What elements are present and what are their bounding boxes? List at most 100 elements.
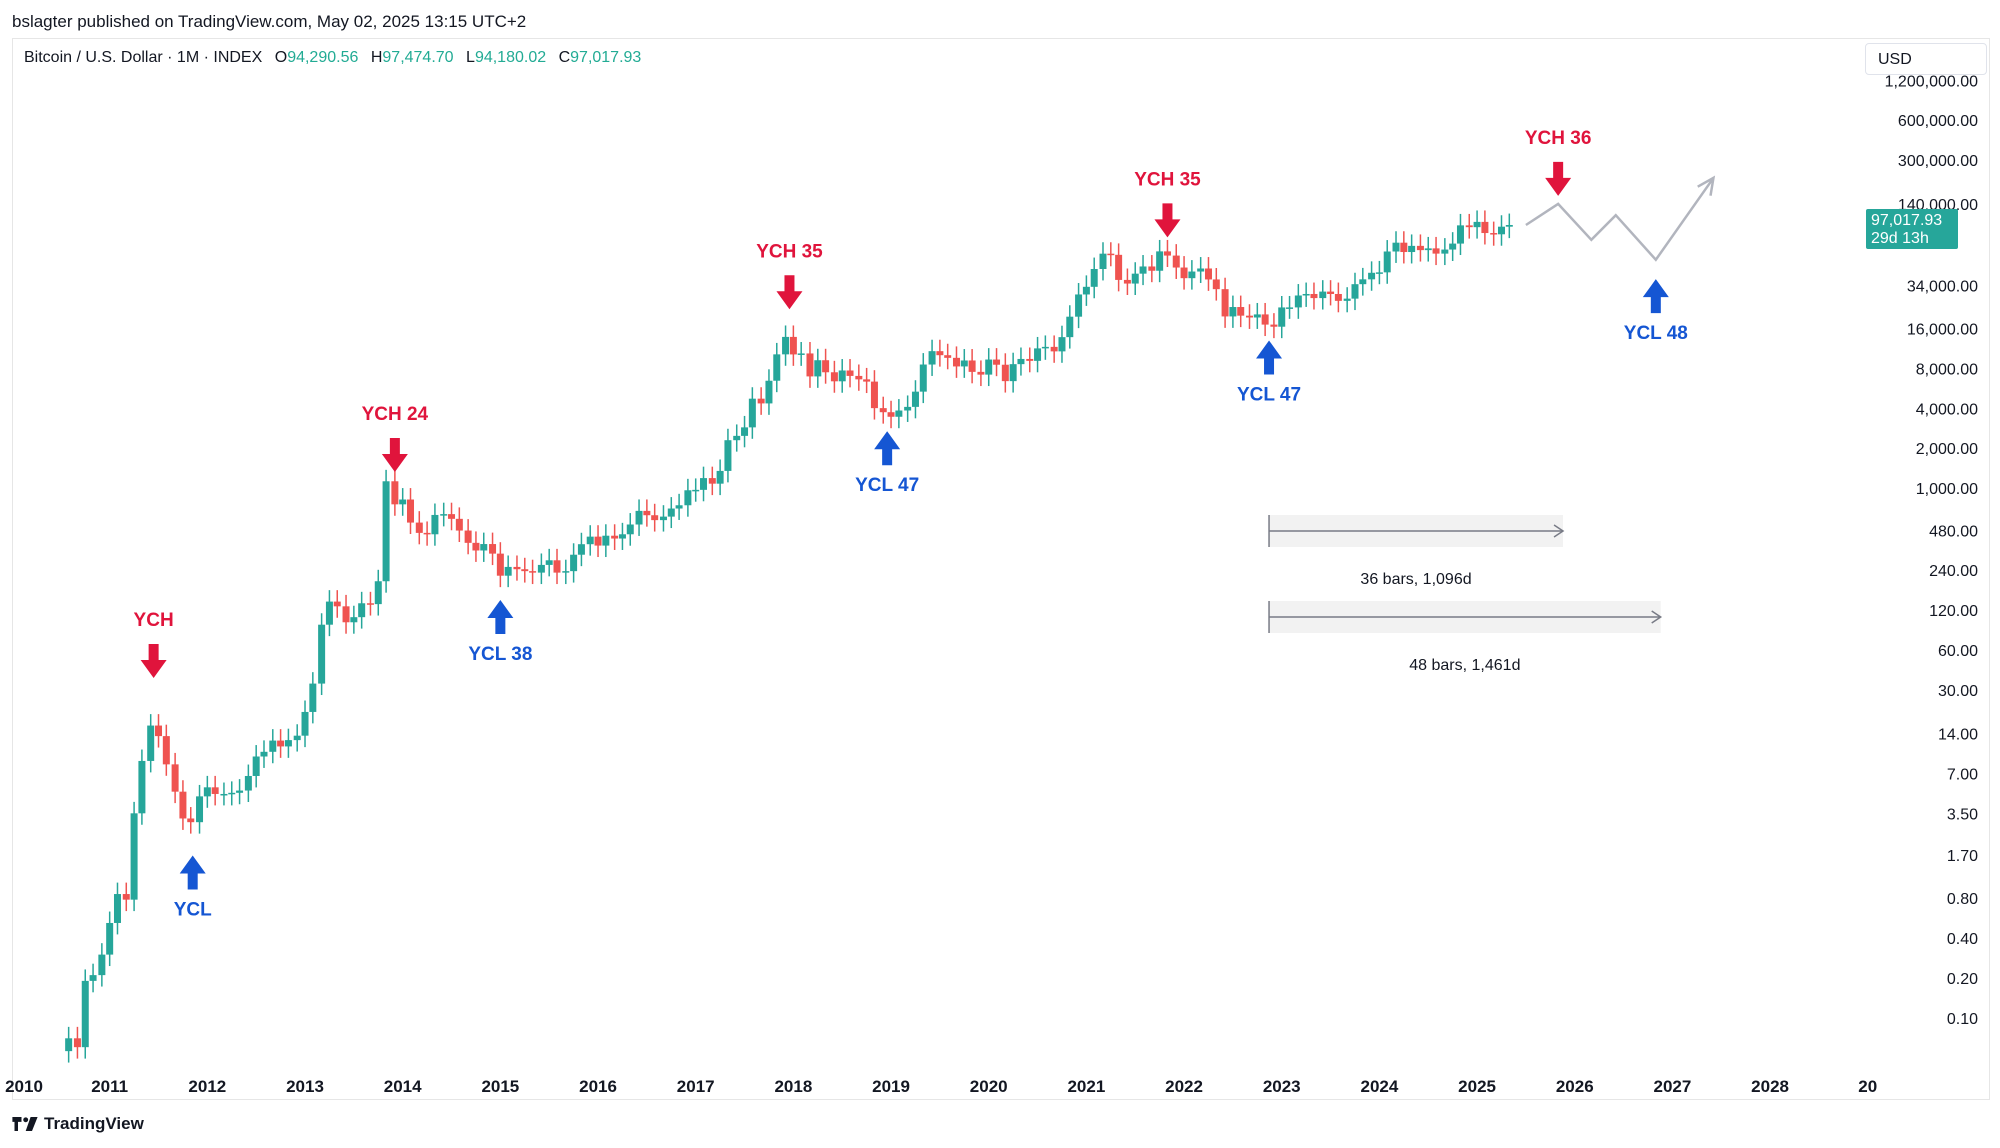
candle-body — [643, 510, 651, 516]
candle-body — [1505, 224, 1513, 227]
candle-body — [1253, 314, 1261, 318]
y-tick-label: 2,000.00 — [1916, 441, 1978, 458]
symbol-legend: Bitcoin / U.S. Dollar · 1M · INDEX O94,2… — [24, 49, 641, 67]
x-tick-label: 2010 — [5, 1077, 43, 1096]
candle-body — [1327, 291, 1335, 294]
candle-body — [1099, 253, 1107, 270]
candle-body — [748, 398, 756, 428]
candle-body — [773, 354, 781, 381]
candle-body — [1400, 242, 1408, 253]
candle-body — [952, 357, 960, 367]
candle-body — [464, 530, 472, 543]
y-tick-label: 1,000.00 — [1916, 481, 1978, 498]
cycle-top-label: YCH 35 — [1134, 169, 1201, 190]
candle-body — [1334, 293, 1342, 301]
x-tick-label: 2018 — [774, 1077, 812, 1096]
candle-body — [171, 764, 179, 792]
candle-body — [602, 535, 610, 546]
candle-body — [716, 470, 724, 484]
down-arrow-icon — [381, 438, 408, 473]
candle-body — [1204, 268, 1212, 280]
candle-body — [635, 510, 643, 525]
candle-body — [440, 514, 448, 516]
candle-body — [684, 490, 692, 506]
candle-body — [342, 606, 350, 623]
candle-body — [98, 954, 106, 976]
candle-body — [838, 370, 846, 382]
candle-body — [537, 564, 545, 573]
candle-body — [1294, 295, 1302, 308]
candle-body — [806, 353, 814, 377]
candle-body — [399, 499, 407, 505]
currency-selector[interactable]: USD — [1865, 43, 1987, 75]
candle-body — [855, 375, 863, 380]
candle-body — [611, 535, 619, 539]
candle-body — [472, 542, 480, 551]
symbol-title: Bitcoin / U.S. Dollar · 1M · INDEX — [24, 49, 263, 66]
x-tick-label: 2024 — [1360, 1077, 1398, 1096]
candle-body — [179, 791, 187, 819]
x-tick-label: 2012 — [188, 1077, 226, 1096]
candle-body — [480, 544, 488, 551]
candle-body — [496, 553, 504, 576]
y-tick-label: 0.20 — [1947, 971, 1978, 988]
candle-body — [1131, 273, 1139, 284]
y-tick-label: 1.70 — [1947, 848, 1978, 865]
candle-body — [1490, 233, 1498, 235]
candle-body — [1212, 279, 1220, 290]
candle-body — [1148, 266, 1156, 271]
x-tick-label: 2026 — [1556, 1077, 1594, 1096]
candle-body — [269, 740, 277, 752]
candle-body — [586, 536, 594, 545]
y-tick-label: 16,000.00 — [1907, 322, 1978, 339]
candle-body — [1041, 346, 1049, 349]
candle-body — [1319, 291, 1327, 299]
candle-body — [293, 735, 301, 741]
down-arrow-icon — [776, 275, 803, 310]
x-tick-label: 2025 — [1458, 1077, 1496, 1096]
candle-body — [1188, 271, 1196, 279]
y-tick-label: 240.00 — [1929, 563, 1978, 580]
publisher-line: bslagter published on TradingView.com, M… — [12, 12, 527, 31]
cycle-bottom-label: YCL 48 — [1624, 323, 1688, 344]
x-tick-label: 2015 — [481, 1077, 519, 1096]
candle-body — [846, 370, 854, 376]
y-tick-label: 600,000.00 — [1898, 113, 1978, 130]
candle-body — [651, 515, 659, 521]
candle-body — [765, 380, 773, 404]
cycle-top-label: YCH 24 — [362, 404, 429, 425]
candle-body — [423, 532, 431, 535]
candle-body — [504, 566, 512, 576]
candle-body — [284, 740, 292, 747]
candle-body — [1473, 221, 1481, 228]
candle-body — [382, 481, 390, 582]
candle-body — [985, 359, 993, 375]
candle-body — [228, 792, 236, 795]
candle-body — [318, 624, 326, 684]
candle-body — [1107, 253, 1115, 256]
candle-body — [1237, 307, 1245, 316]
candle-body — [407, 499, 415, 523]
y-tick-label: 30.00 — [1938, 683, 1978, 700]
cycle-bottom-label: YCL 47 — [855, 475, 919, 496]
candle-body — [162, 736, 170, 765]
measure-arrow-icon — [1553, 524, 1565, 538]
up-arrow-icon — [179, 855, 206, 890]
candle-body — [1392, 242, 1400, 252]
tradingview-brand[interactable]: TradingView — [12, 1114, 144, 1134]
candle-body — [1432, 248, 1440, 254]
projection-arrowhead — [1697, 175, 1716, 196]
candle-body — [277, 740, 285, 747]
candle-body — [1449, 243, 1457, 250]
cycle-bottom-label: YCL — [174, 900, 212, 921]
candle-body — [1139, 266, 1147, 274]
cycle-top-label: YCH 35 — [756, 241, 823, 262]
y-tick-label: 3.50 — [1947, 806, 1978, 823]
candle-body — [782, 336, 790, 355]
candle-body — [733, 435, 741, 441]
candle-body — [1286, 307, 1294, 309]
candle-body — [659, 516, 667, 521]
y-tick-label: 34,000.00 — [1907, 278, 1978, 295]
candle-body — [1278, 307, 1286, 327]
